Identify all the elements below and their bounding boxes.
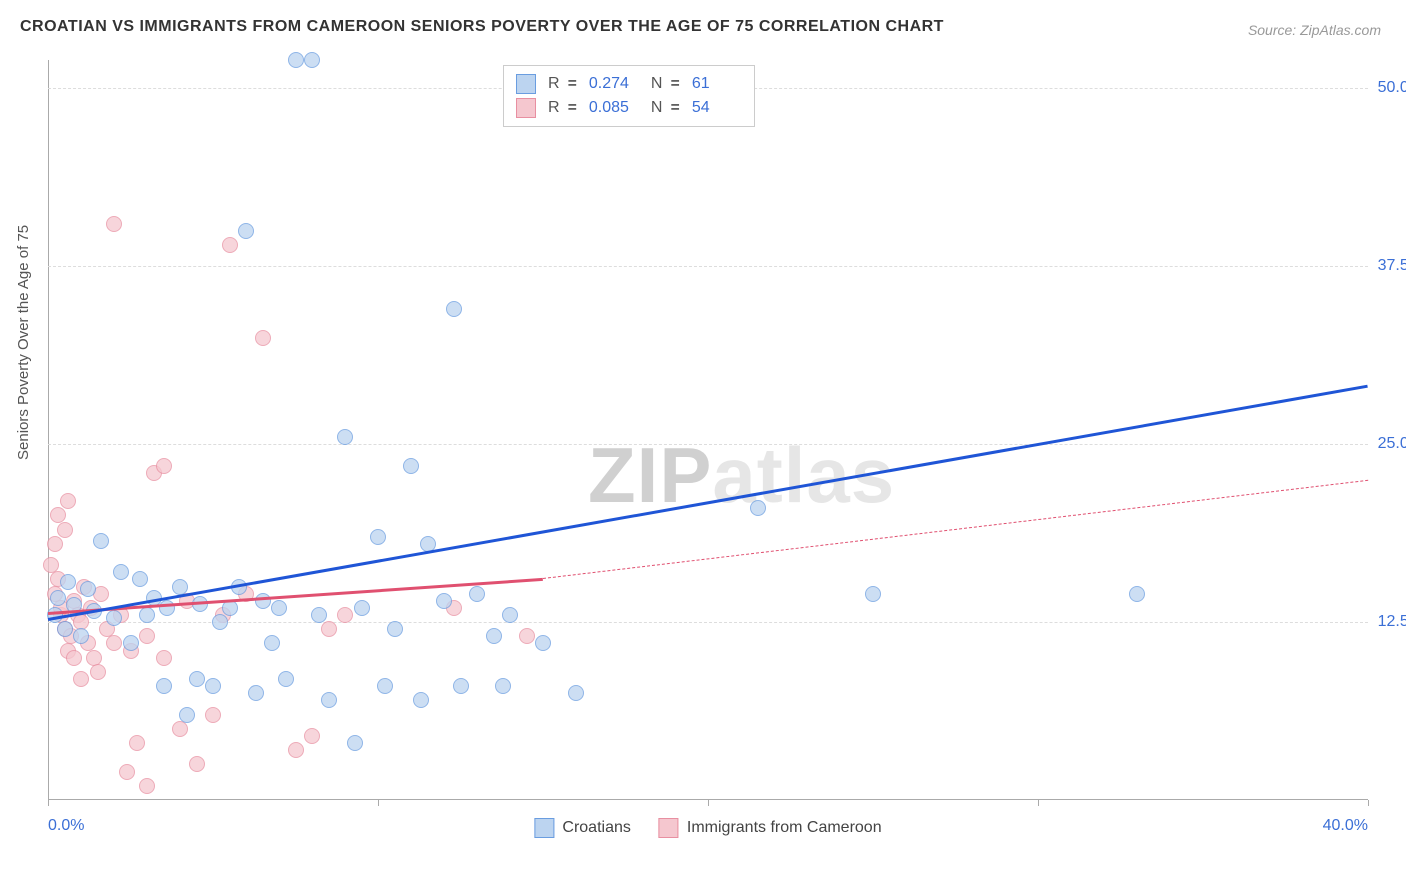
data-point (106, 610, 122, 626)
data-point (337, 607, 353, 623)
chart-title: CROATIAN VS IMMIGRANTS FROM CAMEROON SEN… (20, 18, 944, 36)
data-point (255, 330, 271, 346)
data-point (413, 692, 429, 708)
data-point (469, 586, 485, 602)
y-tick-label: 50.0% (1378, 79, 1406, 97)
data-point (446, 301, 462, 317)
data-point (436, 593, 452, 609)
data-point (119, 764, 135, 780)
y-tick-label: 37.5% (1378, 257, 1406, 275)
data-point (486, 628, 502, 644)
data-point (347, 735, 363, 751)
x-tick-label: 40.0% (1323, 817, 1368, 835)
source-attribution: Source: ZipAtlas.com (1248, 22, 1381, 38)
data-point (139, 778, 155, 794)
data-point (387, 621, 403, 637)
data-point (139, 628, 155, 644)
data-point (311, 607, 327, 623)
y-tick-label: 12.5% (1378, 613, 1406, 631)
data-point (403, 458, 419, 474)
data-point (453, 678, 469, 694)
data-point (179, 707, 195, 723)
data-point (106, 216, 122, 232)
y-axis-label: Seniors Poverty Over the Age of 75 (15, 225, 32, 460)
data-point (321, 692, 337, 708)
data-point (90, 664, 106, 680)
data-point (189, 756, 205, 772)
data-point (222, 237, 238, 253)
data-point (50, 590, 66, 606)
data-point (205, 707, 221, 723)
data-point (495, 678, 511, 694)
data-point (47, 536, 63, 552)
data-point (159, 600, 175, 616)
n-value: 61 (692, 72, 742, 96)
data-point (106, 635, 122, 651)
swatch-croatians (534, 818, 554, 838)
n-value: 54 (692, 96, 742, 120)
data-point (205, 678, 221, 694)
data-point (73, 671, 89, 687)
data-point (113, 564, 129, 580)
data-point (865, 586, 881, 602)
swatch-cameroon (516, 98, 536, 118)
data-point (172, 721, 188, 737)
data-point (238, 223, 254, 239)
data-point (60, 493, 76, 509)
chart-area: ZIPatlas 12.5%25.0%37.5%50.0%0.0%40.0% R… (48, 60, 1368, 800)
data-point (288, 52, 304, 68)
stats-row-cameroon: R = 0.085 N = 54 (516, 96, 742, 120)
data-point (568, 685, 584, 701)
data-point (370, 529, 386, 545)
data-point (321, 621, 337, 637)
data-point (93, 533, 109, 549)
data-point (139, 607, 155, 623)
data-point (57, 621, 73, 637)
data-point (535, 635, 551, 651)
data-point (66, 650, 82, 666)
data-point (156, 650, 172, 666)
data-point (278, 671, 294, 687)
r-value: 0.085 (589, 96, 639, 120)
data-point (57, 522, 73, 538)
data-point (132, 571, 148, 587)
series-legend: Croatians Immigrants from Cameroon (534, 818, 881, 838)
data-point (271, 600, 287, 616)
stats-row-croatians: R = 0.274 N = 61 (516, 72, 742, 96)
data-point (1129, 586, 1145, 602)
data-point (354, 600, 370, 616)
data-point (156, 458, 172, 474)
data-point (73, 628, 89, 644)
data-point (156, 678, 172, 694)
y-tick-label: 25.0% (1378, 435, 1406, 453)
trend-line (543, 480, 1368, 579)
data-point (502, 607, 518, 623)
data-point (248, 685, 264, 701)
data-point (337, 429, 353, 445)
data-point (129, 735, 145, 751)
data-point (519, 628, 535, 644)
data-point (212, 614, 228, 630)
data-point (189, 671, 205, 687)
data-point (172, 579, 188, 595)
legend-item-cameroon: Immigrants from Cameroon (659, 818, 882, 838)
swatch-cameroon (659, 818, 679, 838)
data-point (304, 728, 320, 744)
stats-legend: R = 0.274 N = 61 R = 0.085 N = 54 (503, 65, 755, 127)
data-point (288, 742, 304, 758)
data-point (304, 52, 320, 68)
data-point (60, 574, 76, 590)
swatch-croatians (516, 74, 536, 94)
data-point (750, 500, 766, 516)
data-point (377, 678, 393, 694)
data-point (264, 635, 280, 651)
legend-item-croatians: Croatians (534, 818, 630, 838)
x-tick-label: 0.0% (48, 817, 84, 835)
scatter-plot: 12.5%25.0%37.5%50.0%0.0%40.0% (48, 60, 1368, 800)
r-value: 0.274 (589, 72, 639, 96)
data-point (80, 581, 96, 597)
data-point (255, 593, 271, 609)
data-point (123, 635, 139, 651)
